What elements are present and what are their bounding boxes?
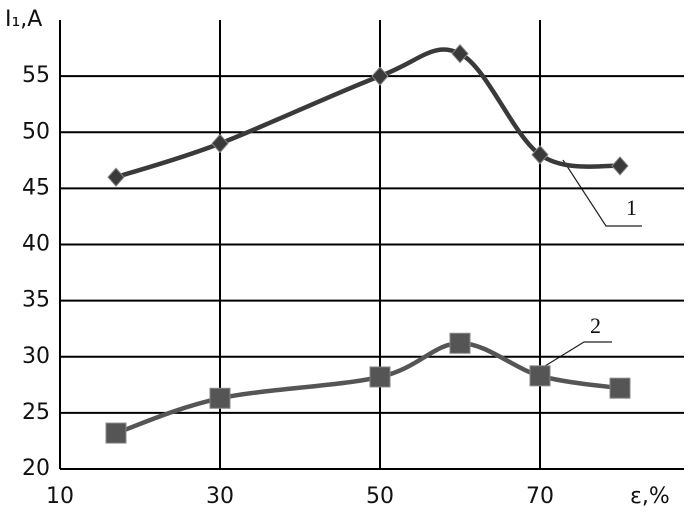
y-tick-label: 45 xyxy=(22,175,50,200)
y-tick-label: 25 xyxy=(22,400,50,425)
x-tick-label: 10 xyxy=(46,484,74,509)
marker xyxy=(531,144,549,165)
marker xyxy=(369,366,391,388)
y-tick-label: 30 xyxy=(22,344,50,369)
marker xyxy=(209,387,231,409)
marker xyxy=(371,66,389,86)
marker xyxy=(609,377,631,399)
leader-line-1 xyxy=(562,159,642,227)
x-tick-label: 70 xyxy=(526,484,554,509)
x-axis-label: ε,% xyxy=(630,484,670,509)
marker xyxy=(611,156,629,176)
series-label-2: 2 xyxy=(590,313,601,338)
marker xyxy=(105,422,127,444)
y-tick-label: 40 xyxy=(22,232,50,257)
marker xyxy=(451,43,469,64)
marker xyxy=(529,365,551,387)
marker xyxy=(449,332,471,354)
x-tick-label: 50 xyxy=(366,484,394,509)
y-tick-label: 20 xyxy=(22,456,50,481)
marker xyxy=(211,133,229,154)
y-axis-label: I₁,A xyxy=(5,7,42,32)
x-tick-label: 30 xyxy=(206,484,234,509)
leader-line-2 xyxy=(544,341,612,367)
y-tick-label: 35 xyxy=(22,288,50,313)
series-label-1: 1 xyxy=(626,195,637,220)
y-tick-label: 50 xyxy=(22,119,50,144)
y-tick-label: 55 xyxy=(22,63,50,88)
marker xyxy=(107,167,125,187)
